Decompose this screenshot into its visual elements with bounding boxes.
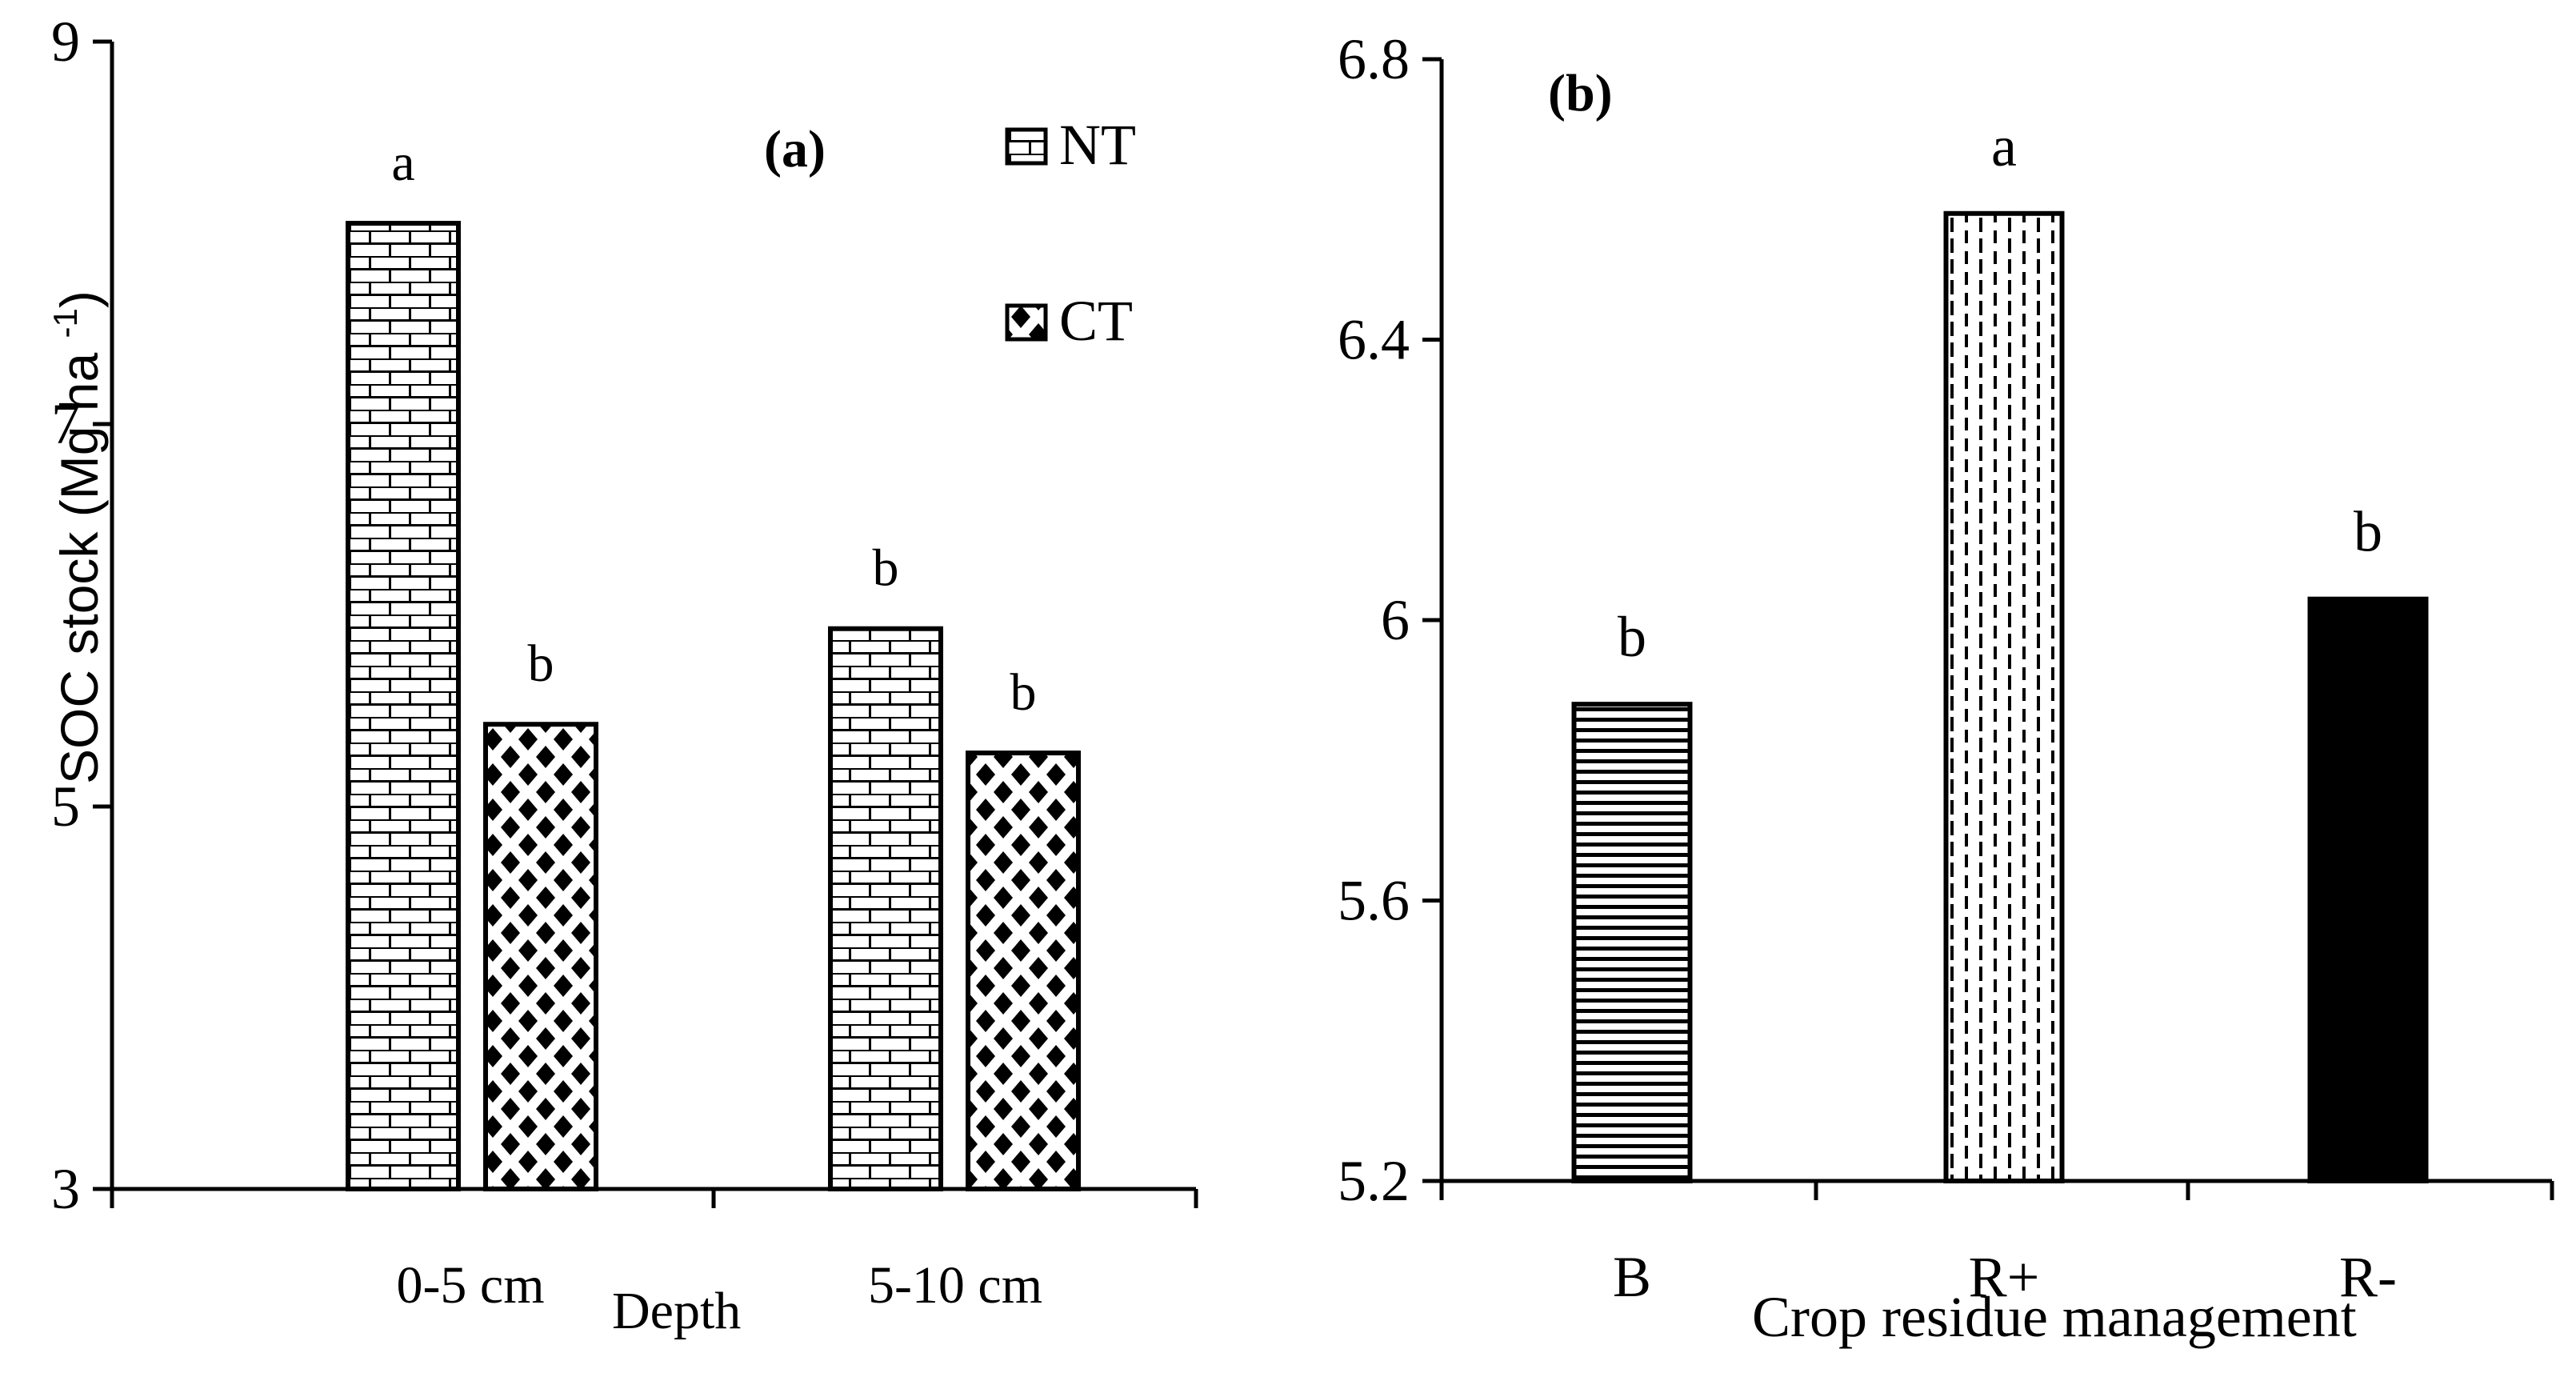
bar-b <box>1571 702 1693 1183</box>
bar-ct-1 <box>966 751 1081 1191</box>
legend-swatch-nt <box>1005 127 1048 166</box>
letter-nt-1: b <box>873 539 899 598</box>
panel-b-bars <box>1571 210 2429 1183</box>
y-tick-label: 5.2 <box>1338 1149 1410 1213</box>
y-axis-label-superscript: -1 <box>46 308 84 338</box>
panel-a-y-axis-label: SOC stock (Mg ha -1) <box>46 290 109 784</box>
x-tick-label: 5-10 cm <box>868 1256 1042 1315</box>
panel-a-significance-letters: a b b b <box>391 134 1036 722</box>
y-tick-label: 3 <box>51 1157 80 1221</box>
letter-ct-1: b <box>1010 663 1037 722</box>
panel-a-legend: NT CT <box>1005 113 1136 353</box>
letter-r-minus: b <box>2354 500 2382 564</box>
panel-b-axes <box>1422 57 2554 1200</box>
panel-a-bars <box>346 221 1081 1191</box>
panel-b-significance-letters: b a b <box>1618 114 2382 669</box>
y-tick-label: 6 <box>1381 588 1410 652</box>
bar-r-plus <box>1943 210 2065 1183</box>
legend-swatch-ct <box>1005 303 1048 342</box>
bar-r-minus <box>2307 596 2429 1183</box>
y-tick-label: 7 <box>51 392 80 456</box>
panel-b: 5.2 5.6 6 6.4 6.8 B R+ R- b a b (b) Crop residue… <box>1338 27 2554 1349</box>
letter-nt-0: a <box>391 134 414 192</box>
panel-b-label: (b) <box>1548 64 1613 122</box>
panel-a-x-axis-label: Depth <box>612 1282 741 1340</box>
letter-r-plus: a <box>1991 114 2017 178</box>
legend-label-ct: CT <box>1059 289 1133 353</box>
panel-b-x-axis-label: Crop residue management <box>1752 1285 2357 1349</box>
letter-b: b <box>1618 605 1646 669</box>
panel-a: 3 5 7 9 0-5 cm 5-10 cm a b b b (a) Depth SOC st… <box>46 10 1198 1340</box>
panel-a-x-tick-labels: 0-5 cm 5-10 cm <box>396 1256 1042 1315</box>
panel-a-label: (a) <box>764 120 826 178</box>
y-tick-label: 6.4 <box>1338 308 1410 372</box>
panel-b-y-tick-labels: 5.2 5.6 6 6.4 6.8 <box>1338 27 1410 1213</box>
bar-ct-0 <box>483 722 598 1191</box>
panel-a-axes <box>93 39 1198 1208</box>
y-tick-label: 5.6 <box>1338 869 1410 933</box>
x-tick-label: B <box>1613 1245 1651 1309</box>
panel-b-x-tick-labels: B R+ R- <box>1613 1245 2397 1309</box>
bar-nt-1 <box>828 626 943 1191</box>
letter-ct-0: b <box>528 634 554 693</box>
y-tick-label: 5 <box>51 775 80 839</box>
y-axis-label-close: ) <box>50 290 109 308</box>
x-tick-label: 0-5 cm <box>396 1256 544 1315</box>
panel-a-y-tick-labels: 3 5 7 9 <box>51 10 80 1221</box>
x-tick-label: R+ <box>1969 1245 2040 1309</box>
x-tick-label: R- <box>2339 1245 2397 1309</box>
y-axis-label-main: SOC stock (Mg ha <box>50 338 109 785</box>
bar-nt-0 <box>346 221 461 1191</box>
y-tick-label: 9 <box>51 10 80 74</box>
legend-label-nt: NT <box>1059 113 1136 177</box>
y-tick-label: 6.8 <box>1338 27 1410 91</box>
